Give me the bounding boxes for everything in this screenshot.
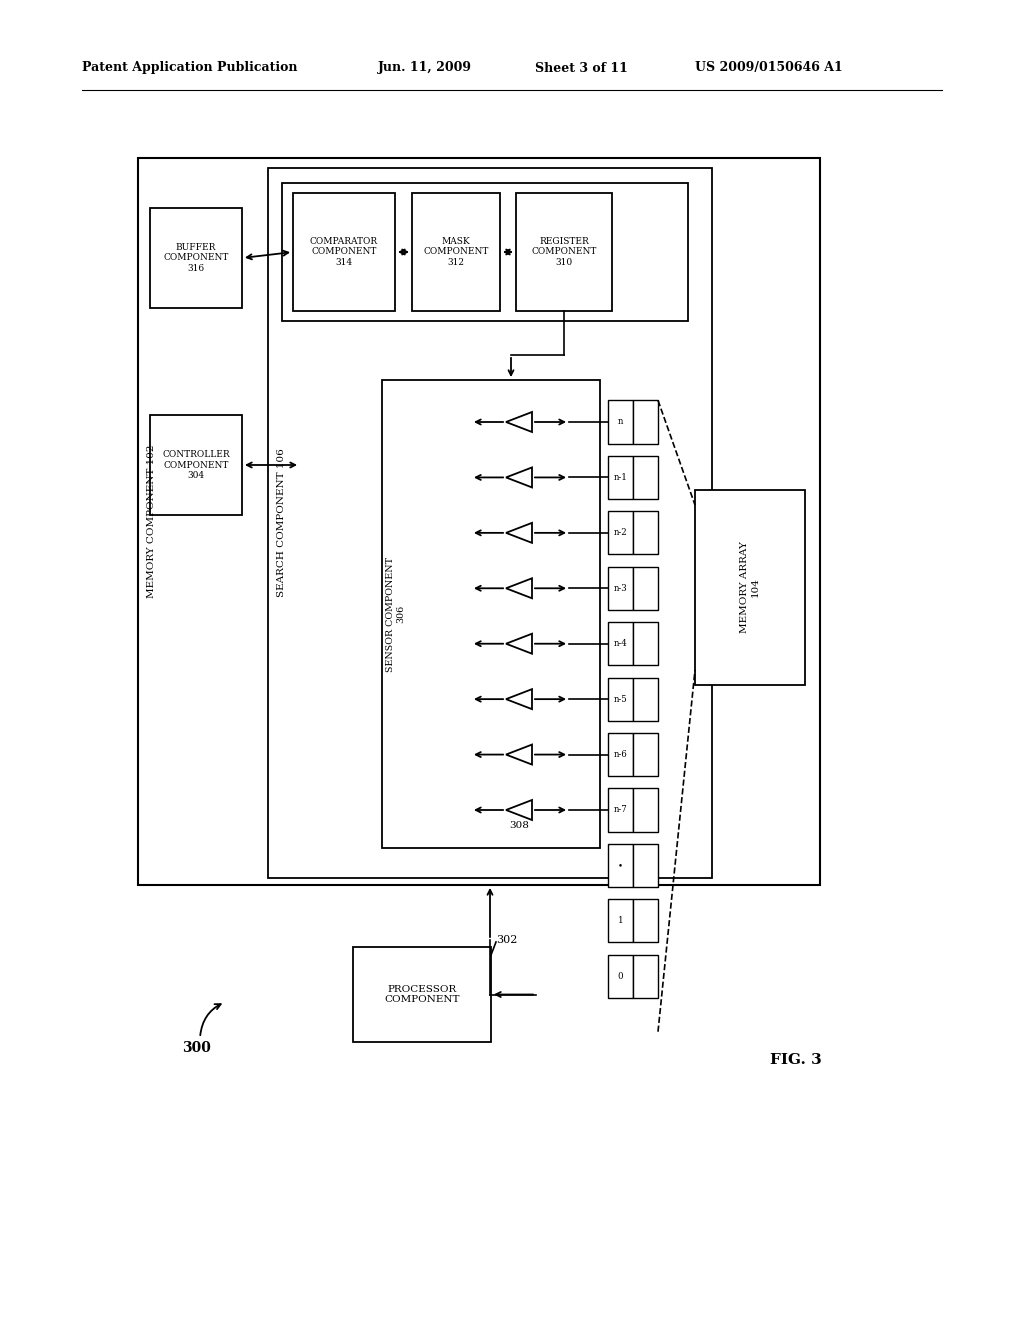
Bar [633, 733, 658, 776]
Bar [412, 193, 500, 312]
Text: SENSOR COMPONENT
306: SENSOR COMPONENT 306 [386, 557, 406, 672]
Bar [608, 455, 633, 499]
Bar [633, 511, 658, 554]
Bar [608, 566, 633, 610]
Text: n: n [617, 417, 624, 426]
Text: US 2009/0150646 A1: US 2009/0150646 A1 [695, 62, 843, 74]
Text: 1: 1 [617, 916, 624, 925]
Bar [138, 158, 820, 884]
Bar [282, 183, 688, 321]
Bar [633, 677, 658, 721]
Bar [633, 400, 658, 444]
Text: n-6: n-6 [613, 750, 628, 759]
Text: 0: 0 [617, 972, 624, 981]
Bar [633, 566, 658, 610]
Bar [608, 843, 633, 887]
Bar [695, 490, 805, 685]
Text: PROCESSOR
COMPONENT: PROCESSOR COMPONENT [384, 985, 460, 1005]
Text: n-1: n-1 [613, 473, 628, 482]
Bar [608, 677, 633, 721]
Bar [150, 209, 242, 308]
Bar [268, 168, 712, 878]
Bar [516, 193, 612, 312]
Text: Sheet 3 of 11: Sheet 3 of 11 [535, 62, 628, 74]
Bar [633, 843, 658, 887]
Text: MEMORY ARRAY
104: MEMORY ARRAY 104 [740, 541, 760, 634]
Text: 302: 302 [496, 935, 517, 945]
Bar [382, 380, 600, 847]
Bar [608, 400, 633, 444]
Bar [353, 946, 490, 1041]
Bar [633, 455, 658, 499]
Bar [608, 622, 633, 665]
Text: REGISTER
COMPONENT
310: REGISTER COMPONENT 310 [531, 238, 597, 267]
Bar [608, 788, 633, 832]
Bar [633, 622, 658, 665]
Text: n-7: n-7 [613, 805, 628, 814]
Bar [608, 954, 633, 998]
Text: SEARCH COMPONENT 106: SEARCH COMPONENT 106 [278, 449, 287, 598]
Bar [293, 193, 395, 312]
Text: n-2: n-2 [613, 528, 628, 537]
Text: MEMORY COMPONENT 102: MEMORY COMPONENT 102 [146, 445, 156, 598]
Text: MASK
COMPONENT
312: MASK COMPONENT 312 [423, 238, 488, 267]
Text: COMPARATOR
COMPONENT
314: COMPARATOR COMPONENT 314 [310, 238, 378, 267]
Text: •: • [618, 861, 623, 870]
Text: BUFFER
COMPONENT
316: BUFFER COMPONENT 316 [163, 243, 228, 273]
Text: CONTROLLER
COMPONENT
304: CONTROLLER COMPONENT 304 [162, 450, 229, 480]
Text: Jun. 11, 2009: Jun. 11, 2009 [378, 62, 472, 74]
Bar [608, 511, 633, 554]
Text: n-4: n-4 [613, 639, 628, 648]
Text: FIG. 3: FIG. 3 [770, 1053, 821, 1067]
Bar [150, 414, 242, 515]
Bar [633, 788, 658, 832]
Bar [608, 733, 633, 776]
Text: n-3: n-3 [613, 583, 628, 593]
Text: Patent Application Publication: Patent Application Publication [82, 62, 298, 74]
Text: 308: 308 [509, 821, 529, 830]
Text: n-5: n-5 [613, 694, 628, 704]
Text: 300: 300 [182, 1041, 211, 1055]
Bar [633, 899, 658, 942]
Bar [633, 954, 658, 998]
Bar [608, 899, 633, 942]
